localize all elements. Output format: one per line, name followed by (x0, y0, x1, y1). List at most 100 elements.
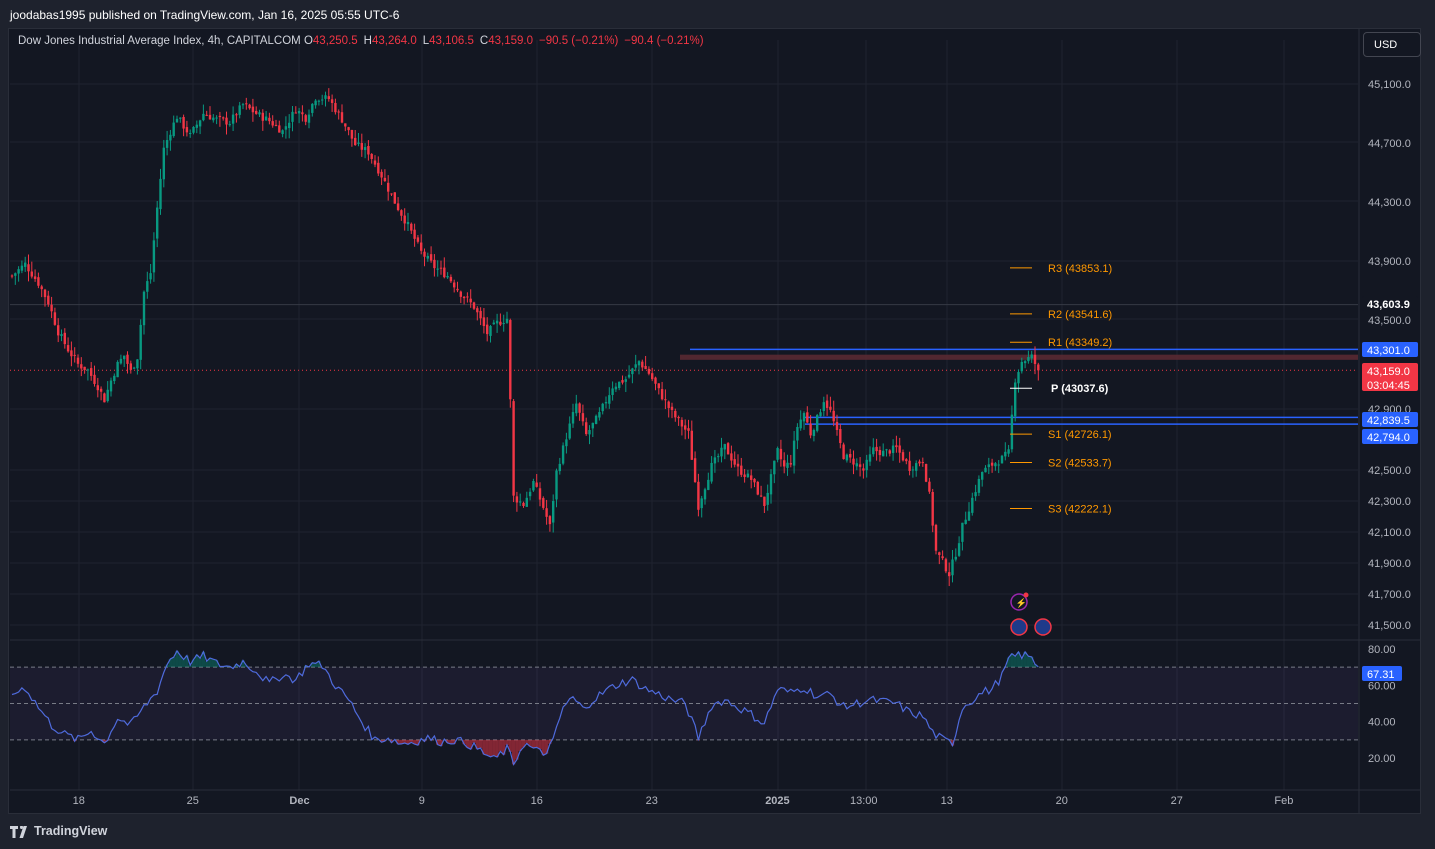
candle-body[interactable] (812, 430, 816, 436)
candle-body[interactable] (703, 489, 707, 500)
candle-body[interactable] (439, 267, 443, 269)
candle-body[interactable] (80, 364, 83, 369)
chart-frame[interactable] (8, 28, 1421, 814)
candle-body[interactable] (123, 355, 126, 360)
candle-body[interactable] (700, 498, 703, 509)
candle-body[interactable] (14, 273, 17, 276)
candle-body[interactable] (948, 572, 951, 577)
candle-body[interactable] (730, 453, 733, 461)
candle-body[interactable] (928, 481, 931, 492)
candle-body[interactable] (713, 457, 717, 464)
candle-body[interactable] (33, 276, 37, 279)
candle-body[interactable] (990, 462, 994, 466)
candle-body[interactable] (934, 524, 938, 551)
candle-body[interactable] (670, 406, 674, 410)
candle-body[interactable] (126, 354, 129, 364)
candle-body[interactable] (363, 147, 367, 151)
candle-body[interactable] (344, 123, 347, 127)
candle-body[interactable] (601, 403, 604, 412)
candle-body[interactable] (542, 498, 545, 508)
candle-body[interactable] (261, 112, 264, 121)
candle-body[interactable] (212, 117, 215, 121)
candle-body[interactable] (750, 475, 753, 480)
candle-body[interactable] (548, 516, 552, 525)
candle-body[interactable] (954, 556, 957, 560)
candle-body[interactable] (674, 410, 677, 418)
candle-body[interactable] (852, 458, 855, 465)
symbol-name[interactable]: Dow Jones Industrial Average Index, 4h, … (18, 35, 301, 47)
candle-body[interactable] (172, 122, 175, 137)
candle-body[interactable] (512, 401, 515, 496)
candle-body[interactable] (684, 425, 687, 430)
candle-body[interactable] (693, 458, 697, 483)
us-flag-event-icon[interactable] (1034, 618, 1052, 636)
candle-body[interactable] (552, 501, 555, 523)
candle-body[interactable] (288, 122, 291, 129)
candle-body[interactable] (499, 321, 502, 325)
candle-body[interactable] (664, 399, 667, 401)
candle-body[interactable] (27, 264, 30, 272)
candle-body[interactable] (222, 117, 225, 119)
candle-body[interactable] (717, 456, 720, 458)
candle-body[interactable] (809, 423, 812, 436)
candle-body[interactable] (311, 103, 314, 113)
candle-body[interactable] (449, 276, 453, 282)
candle-body[interactable] (456, 288, 459, 291)
candle-body[interactable] (736, 463, 740, 467)
candle-body[interactable] (495, 320, 499, 324)
candle-body[interactable] (967, 511, 971, 521)
candle-body[interactable] (1014, 382, 1017, 417)
candle-body[interactable] (86, 369, 90, 371)
candle-body[interactable] (637, 361, 641, 366)
candle-body[interactable] (1007, 449, 1010, 454)
candle-body[interactable] (918, 461, 921, 464)
candle-body[interactable] (545, 508, 548, 517)
candle-body[interactable] (149, 273, 152, 280)
candle-body[interactable] (763, 496, 766, 507)
candle-body[interactable] (875, 446, 878, 452)
candle-body[interactable] (142, 291, 146, 326)
candle-body[interactable] (796, 426, 799, 441)
candle-body[interactable] (179, 117, 182, 119)
candle-body[interactable] (40, 286, 43, 290)
candle-body[interactable] (146, 281, 149, 292)
candle-body[interactable] (901, 452, 905, 461)
symbol-legend[interactable]: Dow Jones Industrial Average Index, 4h, … (18, 35, 710, 47)
candle-body[interactable] (330, 99, 334, 103)
candle-body[interactable] (697, 481, 700, 510)
candle-body[interactable] (641, 361, 644, 368)
candle-body[interactable] (535, 482, 538, 487)
candle-body[interactable] (555, 470, 558, 500)
candle-body[interactable] (591, 422, 594, 429)
candle-body[interactable] (594, 415, 598, 425)
candle-body[interactable] (829, 406, 832, 410)
candle-body[interactable] (845, 454, 849, 461)
candle-body[interactable] (357, 142, 360, 144)
candle-body[interactable] (908, 460, 911, 471)
candle-body[interactable] (93, 374, 96, 384)
candle-body[interactable] (472, 302, 476, 309)
candle-body[interactable] (532, 480, 535, 491)
candle-body[interactable] (855, 463, 858, 467)
candle-body[interactable] (403, 215, 406, 224)
candle-body[interactable] (416, 237, 420, 242)
candle-body[interactable] (690, 430, 693, 460)
candle-body[interactable] (231, 114, 235, 124)
candle-body[interactable] (773, 460, 776, 475)
candle-body[interactable] (321, 99, 324, 101)
candle-body[interactable] (858, 464, 862, 467)
candle-body[interactable] (905, 459, 908, 462)
candle-body[interactable] (957, 543, 961, 556)
candle-body[interactable] (337, 111, 340, 113)
candle-body[interactable] (215, 117, 218, 119)
candle-body[interactable] (621, 380, 624, 383)
candle-body[interactable] (783, 460, 786, 467)
candle-body[interactable] (301, 112, 304, 115)
candle-body[interactable] (486, 324, 489, 335)
candle-body[interactable] (839, 429, 842, 444)
candle-body[interactable] (1000, 455, 1004, 464)
candle-body[interactable] (189, 132, 192, 134)
candle-body[interactable] (961, 522, 964, 542)
candle-body[interactable] (868, 454, 872, 462)
